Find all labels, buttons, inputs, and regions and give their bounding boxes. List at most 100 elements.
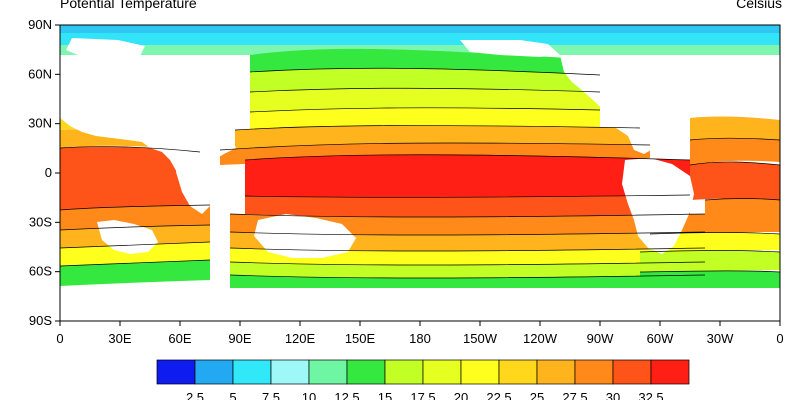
legend-tick-label: 10 [302, 390, 316, 400]
contour-line [60, 224, 211, 231]
longitude-tick-label: 30E [108, 331, 131, 346]
longitude-tick-label: 180 [409, 331, 431, 346]
longitude-tick-label: 120E [285, 331, 316, 346]
contour-line [229, 274, 706, 279]
tropical-atlantic-band [690, 161, 780, 200]
latitude-tick-label: 60N [28, 66, 52, 81]
contour-line [649, 232, 780, 235]
longitude-tick-label: 0 [776, 331, 783, 346]
legend-tick-label: 7.5 [262, 390, 280, 400]
contour-line [229, 247, 706, 252]
southern-indian-band-3 [60, 242, 210, 266]
contour-line [60, 259, 211, 267]
contour-line [249, 107, 601, 113]
arctic-band-top [60, 25, 780, 33]
latitude-tick-label: 30N [28, 116, 52, 131]
legend-color-swatch [574, 359, 614, 385]
legend-color-swatch [194, 359, 234, 385]
contour-line [60, 146, 201, 153]
legend-tick-label: 22.5 [486, 390, 511, 400]
latitude-tick-label: 90N [28, 17, 52, 32]
legend-tick-label: 25 [530, 390, 544, 400]
legend-color-swatch [156, 359, 196, 385]
legend-color-swatch [384, 359, 424, 385]
contour-line [229, 213, 706, 218]
latitude-axis: 90N 60N 30N 0 30S 60S 90S [28, 17, 60, 328]
legend-color-swatch [650, 359, 690, 385]
northern-pacific-band-3 [250, 88, 600, 112]
legend-color-swatch [460, 359, 500, 385]
antarctica-land [60, 288, 780, 321]
contour-line [689, 161, 780, 166]
south-america-land [622, 158, 694, 254]
legend-tick-label: 17.5 [410, 390, 435, 400]
longitude-tick-label: 150E [345, 331, 376, 346]
longitude-tick-label: 0 [56, 331, 63, 346]
contour-line [229, 231, 706, 236]
latitude-tick-label: 0 [45, 165, 52, 180]
legend-tick-label: 30 [606, 390, 620, 400]
contour-line [639, 250, 780, 253]
legend-color-swatch [308, 359, 348, 385]
arctic-shelf-land [66, 38, 145, 58]
units-label: Celsius [736, 0, 782, 11]
legend-color-swatch [232, 359, 272, 385]
contour-line [704, 198, 780, 201]
contour-lines [60, 67, 780, 279]
africa-southern-land [97, 220, 158, 254]
arctic-band-bottom [60, 45, 780, 55]
north-atlantic-band-2 [690, 138, 780, 165]
longitude-axis: 0 30E 60E 90E 120E 150E 180 150W 120W 90W 60W 30W 0 [56, 321, 784, 346]
land-mask-layer [60, 38, 780, 321]
contour-line [244, 194, 691, 198]
longitude-tick-label: 30W [707, 331, 734, 346]
contour-line [639, 270, 780, 273]
northern-pacific-band-2 [250, 68, 600, 92]
contour-line [689, 137, 780, 141]
legend-tick-label: 2.5 [186, 390, 204, 400]
legend-tick-label: 5 [229, 390, 236, 400]
south-atlantic-band-3 [640, 250, 780, 272]
latitude-tick-label: 90S [29, 313, 52, 328]
contour-line [244, 154, 691, 161]
legend-color-swatch [536, 359, 576, 385]
arctic-islands-land [460, 40, 560, 57]
south-pacific-band-1 [230, 214, 705, 235]
contour-line [219, 142, 651, 151]
contour-line [249, 87, 601, 93]
legend-tick-label: 20 [454, 390, 468, 400]
south-pacific-band-3 [230, 248, 705, 265]
longitude-tick-label: 60W [647, 331, 674, 346]
northern-pacific-band-5 [235, 125, 640, 150]
india-land [176, 152, 216, 214]
legend-color-swatch [422, 359, 462, 385]
longitude-tick-label: 90W [587, 331, 614, 346]
map-title: Potential Temperature [60, 0, 197, 11]
legend-color-swatch [612, 359, 652, 385]
longitude-tick-label: 60E [168, 331, 191, 346]
equatorial-pacific-south-band [245, 195, 690, 217]
southern-indian-band-4 [60, 260, 210, 286]
legend-color-swatch [498, 359, 538, 385]
contour-line [249, 67, 601, 76]
legend-tick-label: 12.5 [334, 390, 359, 400]
contour-line [60, 204, 211, 211]
eurasia-land [60, 75, 236, 176]
northern-pacific-band-4 [250, 107, 600, 130]
latitude-tick-label: 30S [29, 214, 52, 229]
australia-land [254, 214, 356, 258]
legend-colorbar: 2.5 5 7.5 10 12.5 15 17.5 20 22.5 25 27.5 30 32.5 [156, 359, 690, 405]
south-pacific-band-4 [230, 262, 705, 278]
south-atlantic-band-2 [650, 232, 780, 252]
legend-color-swatch [270, 359, 310, 385]
north-america-land [560, 55, 780, 154]
north-atlantic-band-1 [690, 116, 780, 140]
latitude-tick-label: 60S [29, 264, 52, 279]
arctic-band-mid [60, 33, 780, 45]
legend-tick-label: 15 [378, 390, 392, 400]
longitude-tick-label: 90E [228, 331, 251, 346]
longitude-tick-label: 120W [523, 331, 558, 346]
legend-tick-label: 27.5 [562, 390, 587, 400]
